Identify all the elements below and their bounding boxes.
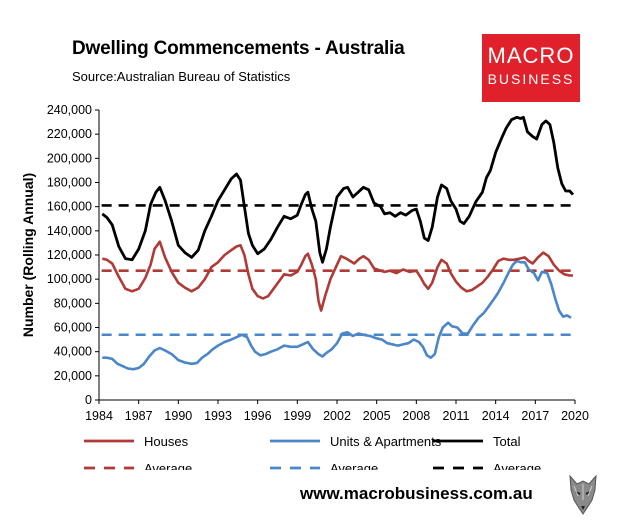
y-tick-label: 180,000: [47, 176, 92, 190]
y-tick-label: 20,000: [54, 369, 92, 383]
x-tick-label: 1999: [283, 409, 311, 423]
y-tick-label: 240,000: [47, 103, 92, 117]
x-tick-label: 2005: [363, 409, 391, 423]
legend-label-houses: Houses: [144, 434, 189, 449]
y-tick-label: 120,000: [47, 248, 92, 262]
legend-label-total: Total: [493, 434, 521, 449]
x-tick-label: 2017: [521, 409, 549, 423]
y-tick-label: 220,000: [47, 127, 92, 141]
x-tick-label: 1984: [85, 409, 113, 423]
macrobusiness-logo: MACRO BUSINESS: [482, 34, 580, 102]
x-tick-label: 2011: [443, 409, 470, 423]
x-tick-label: 2002: [323, 409, 351, 423]
y-tick-label: 160,000: [47, 200, 92, 214]
logo-line-1: MACRO: [487, 43, 575, 68]
chart-title: Dwelling Commencements - Australia: [72, 38, 405, 59]
legend-label-total_avg: Average: [493, 461, 541, 470]
y-tick-label: 0: [85, 393, 92, 407]
houses-series-line: [101, 240, 573, 312]
y-tick-label: 60,000: [54, 321, 92, 335]
legend-label-units: Units & Apartments: [330, 434, 442, 449]
x-tick-label: 2008: [402, 409, 430, 423]
y-tick-label: 200,000: [47, 151, 92, 165]
x-tick-label: 1996: [244, 409, 272, 423]
line-chart: 0 20,000 40,000 60,000 80,000 100,000 120,000 1…: [20, 103, 589, 470]
y-tick-label: 40,000: [54, 345, 92, 359]
logo-line-2: BUSINESS: [487, 71, 575, 87]
footer-url: www.macrobusiness.com.au: [300, 484, 533, 503]
y-tick-label: 100,000: [47, 272, 92, 286]
y-tick-label: 140,000: [47, 224, 92, 238]
x-tick-label: 1987: [125, 409, 153, 423]
legend-label-houses_avg: Average: [144, 461, 192, 470]
x-tick-label: 1990: [164, 409, 192, 423]
y-tick-label: 80,000: [54, 296, 92, 310]
wolf-icon: [569, 474, 597, 515]
x-tick-label: 1993: [204, 409, 232, 423]
x-tick-label: 2020: [561, 409, 589, 423]
total-series-line: [101, 115, 575, 264]
legend-label-units_avg: Average: [330, 461, 378, 470]
units-series-line: [102, 259, 572, 371]
chart-source: Source:Australian Bureau of Statistics: [72, 69, 291, 84]
y-axis-label: Number (Rolling Annual): [20, 173, 36, 337]
x-tick-label: 2014: [482, 409, 510, 423]
